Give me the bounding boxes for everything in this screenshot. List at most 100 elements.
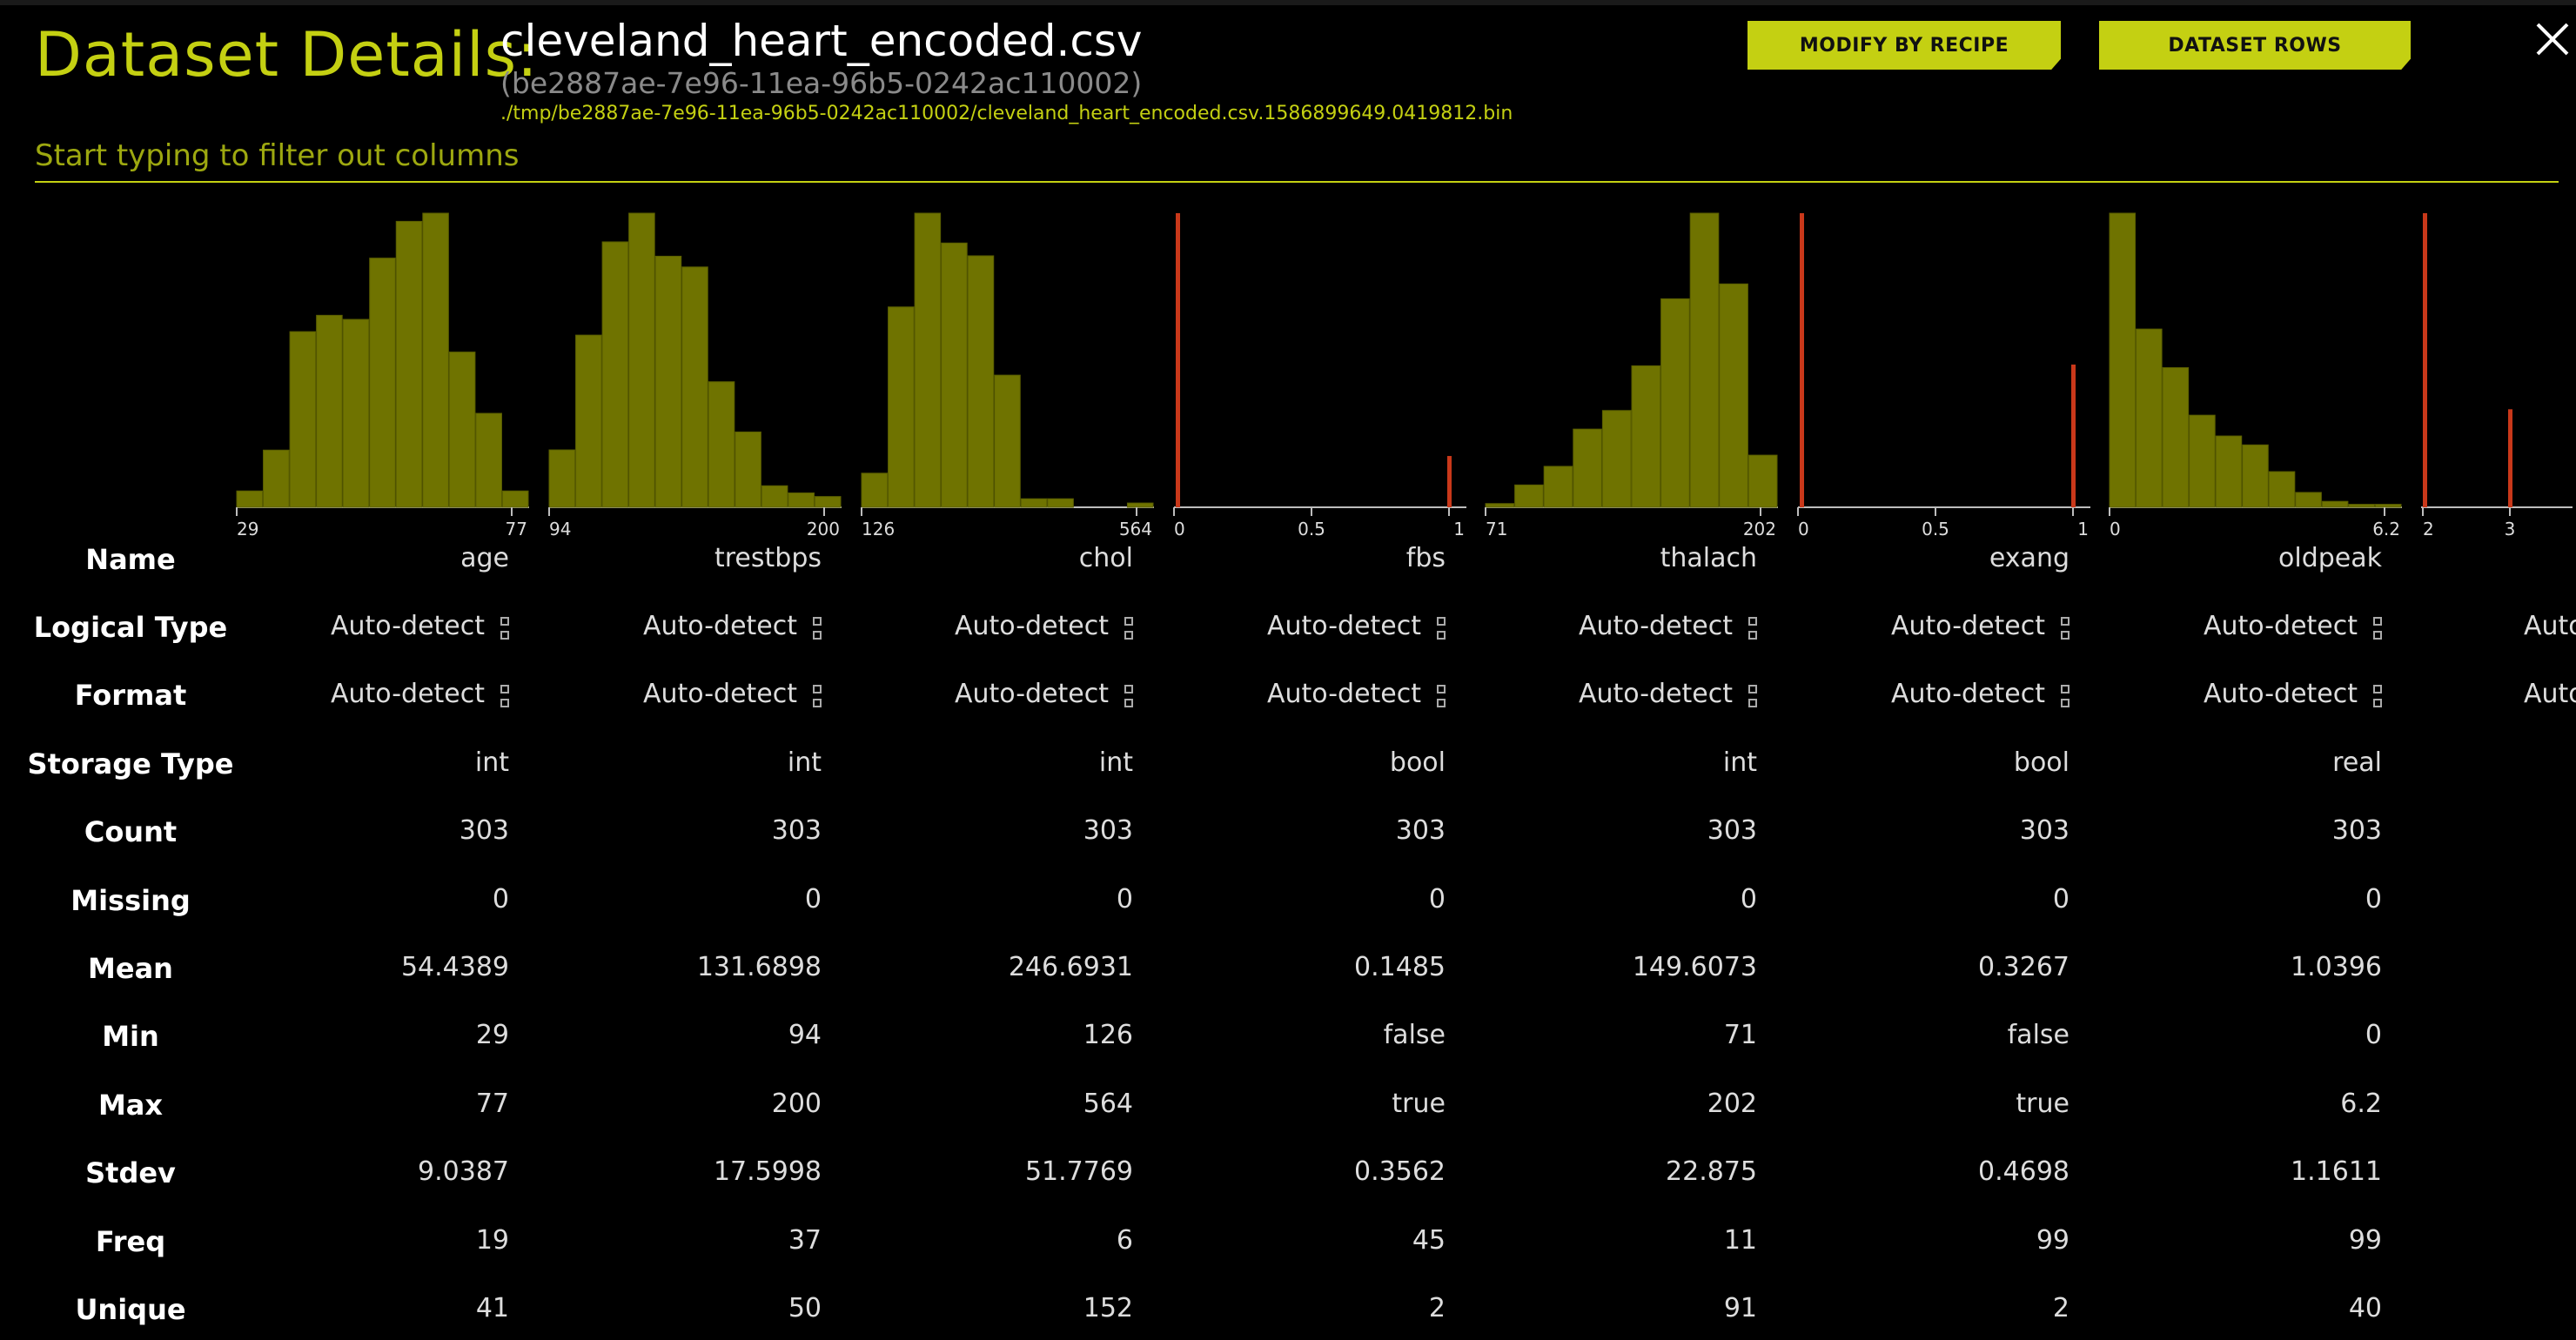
- row-label-max: Max: [97, 1089, 164, 1122]
- histogram-bar: [1126, 502, 1154, 508]
- stat-count: 303: [1707, 815, 1757, 846]
- modify-by-recipe-button[interactable]: MODIFY BY RECIPE: [1748, 21, 2061, 70]
- histogram-bar: [2109, 212, 2137, 508]
- stat-count: 303: [1395, 815, 1446, 846]
- format-select[interactable]: Auto-detect: [248, 679, 509, 709]
- histogram-bar: [501, 490, 529, 508]
- histogram-tick-label: 126: [862, 519, 895, 539]
- logical-type-value: Auto-detect: [330, 611, 485, 641]
- logical-type-select[interactable]: Auto-detect: [2121, 611, 2382, 641]
- stat-stdev: 17.5998: [713, 1156, 822, 1187]
- histogram-bar: [2071, 364, 2076, 507]
- histogram-bar: [788, 492, 815, 508]
- format-select[interactable]: Auto-detect: [872, 679, 1133, 709]
- histogram-bar: [628, 212, 655, 508]
- format-select[interactable]: Auto-detect: [2524, 679, 2576, 709]
- format-select[interactable]: Auto-detect: [560, 679, 822, 709]
- format-value: Auto-detect: [1266, 679, 1421, 709]
- histogram-bar: [289, 331, 317, 508]
- histogram-bar: [681, 266, 708, 508]
- histogram-bar: [2189, 414, 2216, 508]
- format-value: Auto-detect: [330, 679, 485, 709]
- stat-mean: 149.6073: [1632, 952, 1757, 982]
- column-name: oldpeak: [2278, 543, 2382, 573]
- format-select[interactable]: Auto-detect: [2121, 679, 2382, 709]
- histogram-tick-label: 3: [2505, 519, 2516, 539]
- histogram-tick-label: 71: [1486, 519, 1507, 539]
- stat-freq: 45: [1412, 1225, 1446, 1256]
- stat-min: 0: [2365, 1020, 2382, 1050]
- stat-stdev: 0.4698: [1978, 1156, 2070, 1187]
- stat-count: 303: [2019, 815, 2070, 846]
- logical-type-select[interactable]: Auto-detect: [872, 611, 1133, 641]
- stat-freq: 11: [1723, 1225, 1757, 1256]
- histogram-bar: [761, 485, 788, 508]
- format-value: Auto-detect: [1578, 679, 1733, 709]
- row-label-freq: Freq: [95, 1225, 166, 1258]
- dropdown-arrows-icon: [2373, 616, 2382, 640]
- stat-freq: 99: [2348, 1225, 2382, 1256]
- format-value: Auto-detect: [2524, 679, 2576, 709]
- stat-max: 564: [1083, 1089, 1133, 1119]
- stat-max: 77: [475, 1089, 509, 1119]
- histogram-tick-label: 564: [1119, 519, 1152, 539]
- dropdown-arrows-icon: [1748, 684, 1757, 707]
- histogram-tick-label: 0: [1798, 519, 1809, 539]
- stat-count: 303: [2331, 815, 2382, 846]
- page-title-label: Dataset Details:: [35, 19, 539, 90]
- stat-storage-type: int: [474, 747, 509, 778]
- row-label-missing: Missing: [70, 884, 191, 917]
- logical-type-select[interactable]: Auto-detect: [248, 611, 509, 641]
- dataset-name: cleveland_heart_encoded.csv: [500, 16, 1143, 66]
- dataset-rows-button[interactable]: DATASET ROWS: [2099, 21, 2411, 70]
- logical-type-select[interactable]: Auto-detect: [1808, 611, 2070, 641]
- histogram-bar: [263, 449, 290, 508]
- stat-max: 200: [771, 1089, 822, 1119]
- stat-freq: 6: [1116, 1225, 1133, 1256]
- stat-freq: 19: [475, 1225, 509, 1256]
- format-select[interactable]: Auto-detect: [1808, 679, 2070, 709]
- logical-type-select[interactable]: Auto-detect: [1496, 611, 1757, 641]
- histogram-bar: [1573, 428, 1602, 508]
- histogram-tick-label: 0: [1174, 519, 1185, 539]
- histogram-fbs: 0 0.5 1: [1173, 213, 1466, 539]
- column-name: thalach: [1660, 543, 1757, 573]
- histogram-bar: [1176, 213, 1180, 507]
- stat-missing: 0: [2365, 884, 2382, 915]
- close-icon[interactable]: [2532, 19, 2573, 59]
- row-label-unique: Unique: [75, 1293, 186, 1326]
- stat-mean: 0.1485: [1354, 952, 1446, 982]
- logical-type-select[interactable]: Auto-detect: [560, 611, 822, 641]
- column-filter-input[interactable]: [35, 131, 2559, 183]
- histogram-bar: [2321, 500, 2349, 508]
- stat-min: 71: [1723, 1020, 1757, 1050]
- stat-missing: 0: [1740, 884, 1757, 915]
- logical-type-select[interactable]: Auto-detect: [1184, 611, 1446, 641]
- dropdown-arrows-icon: [1124, 684, 1133, 707]
- histogram-age: 29 77: [236, 212, 529, 539]
- histogram-oldpeak: 0 6.2: [2109, 212, 2402, 539]
- histogram-bar: [1689, 212, 1720, 508]
- histogram-exang: 0 0.5 1: [1797, 213, 2090, 539]
- stat-mean: 246.6931: [1008, 952, 1133, 982]
- format-select[interactable]: Auto-detect: [1496, 679, 1757, 709]
- stat-storage-type: int: [1722, 747, 1757, 778]
- histogram-bar: [395, 220, 423, 508]
- stat-unique: 2: [1428, 1293, 1446, 1323]
- stat-min: 29: [475, 1020, 509, 1050]
- stat-storage-type: int: [1098, 747, 1133, 778]
- format-value: Auto-detect: [2203, 679, 2358, 709]
- format-select[interactable]: Auto-detect: [1184, 679, 1446, 709]
- histogram-tick-label: 202: [1743, 519, 1776, 539]
- dropdown-arrows-icon: [1437, 616, 1446, 640]
- histogram-bar: [236, 490, 264, 508]
- histogram-bar: [2136, 328, 2163, 508]
- histogram-bar: [1631, 365, 1661, 508]
- stat-min: false: [1383, 1020, 1446, 1050]
- row-label-mean: Mean: [88, 952, 173, 985]
- logical-type-select[interactable]: Auto-detect: [2524, 611, 2576, 641]
- histogram-bar: [2508, 409, 2512, 507]
- row-label-format: Format: [74, 679, 187, 712]
- stat-min: 94: [788, 1020, 822, 1050]
- histogram-bar: [1514, 484, 1544, 508]
